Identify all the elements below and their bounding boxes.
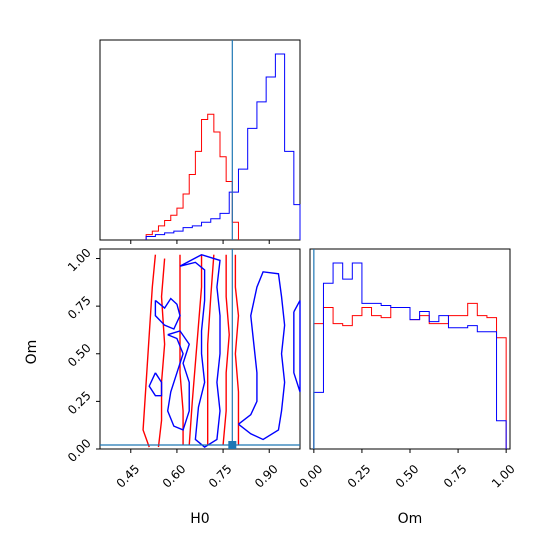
h0-histogram-blue (145, 53, 301, 240)
contour-blue-0 (154, 297, 181, 330)
om-histogram-blue (313, 262, 507, 449)
contour-red-3 (188, 254, 203, 446)
truth-point-marker (228, 441, 237, 449)
truth-markers (100, 40, 315, 449)
contour-blue-3 (179, 253, 221, 448)
contour-red-4 (206, 254, 215, 446)
contour-blue-4 (238, 271, 286, 441)
contour-red-6 (234, 254, 240, 446)
contour-blue-2 (166, 330, 191, 431)
contour-red-2 (179, 254, 184, 446)
h0-histogram-series (145, 53, 301, 240)
contour-red-5 (222, 254, 230, 446)
y-axis-title-om: Om (24, 340, 40, 365)
x-axis-title-h0: H0 (190, 511, 209, 527)
contour-blue-1 (148, 372, 163, 397)
joint-contour-series (142, 253, 301, 448)
contour-red-0 (142, 254, 157, 448)
om-histogram-series (313, 262, 507, 449)
contour-blue-5 (293, 300, 301, 393)
x-axis-title-om: Om (398, 511, 423, 527)
h0-histogram-red (145, 113, 239, 240)
h0-histogram-frame (99, 39, 301, 241)
contour-red-1 (157, 258, 166, 448)
